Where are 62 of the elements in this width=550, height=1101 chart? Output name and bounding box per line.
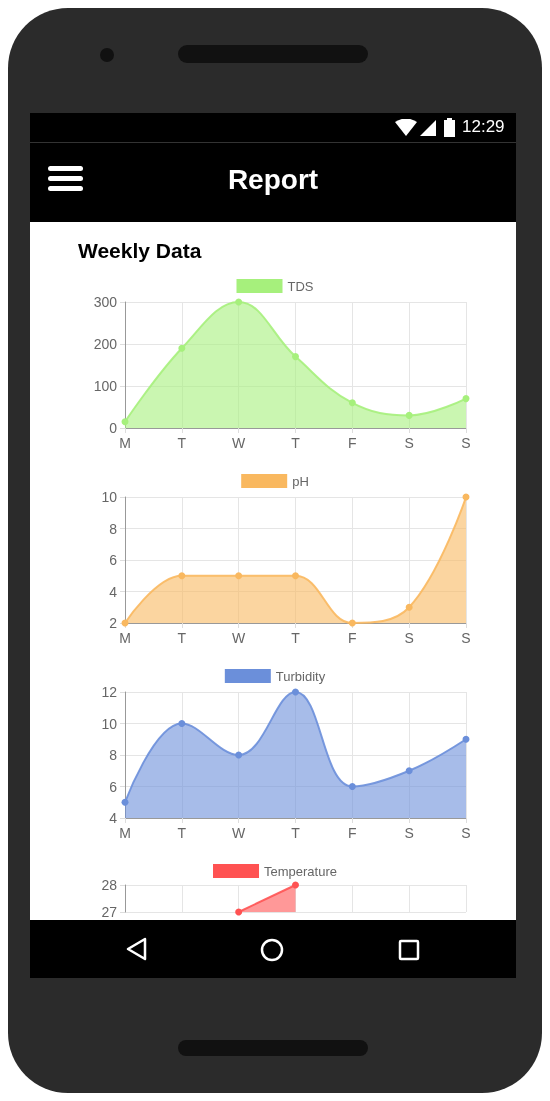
x-tick-label: M (119, 630, 131, 646)
text: Report (226, 164, 320, 196)
y-tick-label: 4 (109, 810, 118, 826)
x-tick-label: F (348, 630, 357, 646)
y-tick-label: 6 (109, 778, 118, 795)
x-tick-label: F (348, 825, 357, 841)
x-tick-label: S (404, 630, 414, 646)
chart-title: Weekly Data (78, 239, 202, 263)
x-tick-label: T (177, 435, 187, 451)
x-tick-label: M (119, 825, 131, 841)
point (405, 411, 413, 419)
point (235, 751, 243, 759)
point (121, 798, 129, 806)
point (292, 353, 299, 361)
y-tick-label: 0 (109, 420, 118, 436)
y-tick-label: 8 (109, 747, 118, 763)
point (292, 688, 299, 696)
x-tick-label: T (177, 630, 187, 646)
x-tick-label: W (232, 825, 247, 841)
x-tick-label: M (119, 435, 131, 451)
y-tick-label: 300 (93, 294, 118, 310)
point (405, 603, 413, 611)
x-tick-label: S (461, 435, 471, 451)
x-tick-label: T (291, 825, 301, 841)
point (292, 572, 299, 580)
point (235, 298, 243, 306)
y-tick-label: 100 (93, 378, 118, 394)
point (178, 720, 186, 727)
point (348, 783, 356, 790)
x-tick-label: S (404, 435, 414, 451)
x-tick-label: T (177, 825, 187, 841)
legend-label: pH (292, 473, 309, 489)
point (462, 735, 470, 743)
y-tick-label: 4 (109, 583, 118, 600)
point (235, 572, 243, 580)
legend-label: Turbidity (275, 668, 326, 684)
y-tick-label: 10 (101, 489, 118, 505)
point (348, 399, 356, 407)
x-tick-label: W (232, 630, 247, 646)
x-tick-label: S (404, 825, 414, 841)
y-tick-label: 27 (101, 904, 118, 920)
point (405, 767, 413, 775)
x-tick-label: F (348, 435, 357, 451)
point (178, 572, 186, 580)
x-tick-label: S (461, 825, 471, 841)
point (348, 619, 356, 627)
y-tick-label: 10 (101, 715, 118, 732)
x-tick-label: T (291, 435, 301, 451)
legend-label: Temperature (264, 863, 337, 879)
point (178, 344, 186, 352)
x-tick-label: W (232, 435, 247, 451)
y-tick-label: 12 (101, 684, 118, 700)
y-tick-label: 8 (109, 520, 118, 537)
point (462, 395, 470, 403)
text: 12:29 (462, 117, 505, 137)
x-tick-label: T (291, 630, 301, 646)
y-tick-label: 200 (93, 336, 118, 352)
x-tick-label: S (461, 630, 471, 646)
legend-label: TDS (287, 278, 314, 294)
y-tick-label: 28 (101, 877, 118, 893)
y-tick-label: 2 (109, 615, 118, 631)
y-tick-label: 6 (109, 552, 118, 568)
